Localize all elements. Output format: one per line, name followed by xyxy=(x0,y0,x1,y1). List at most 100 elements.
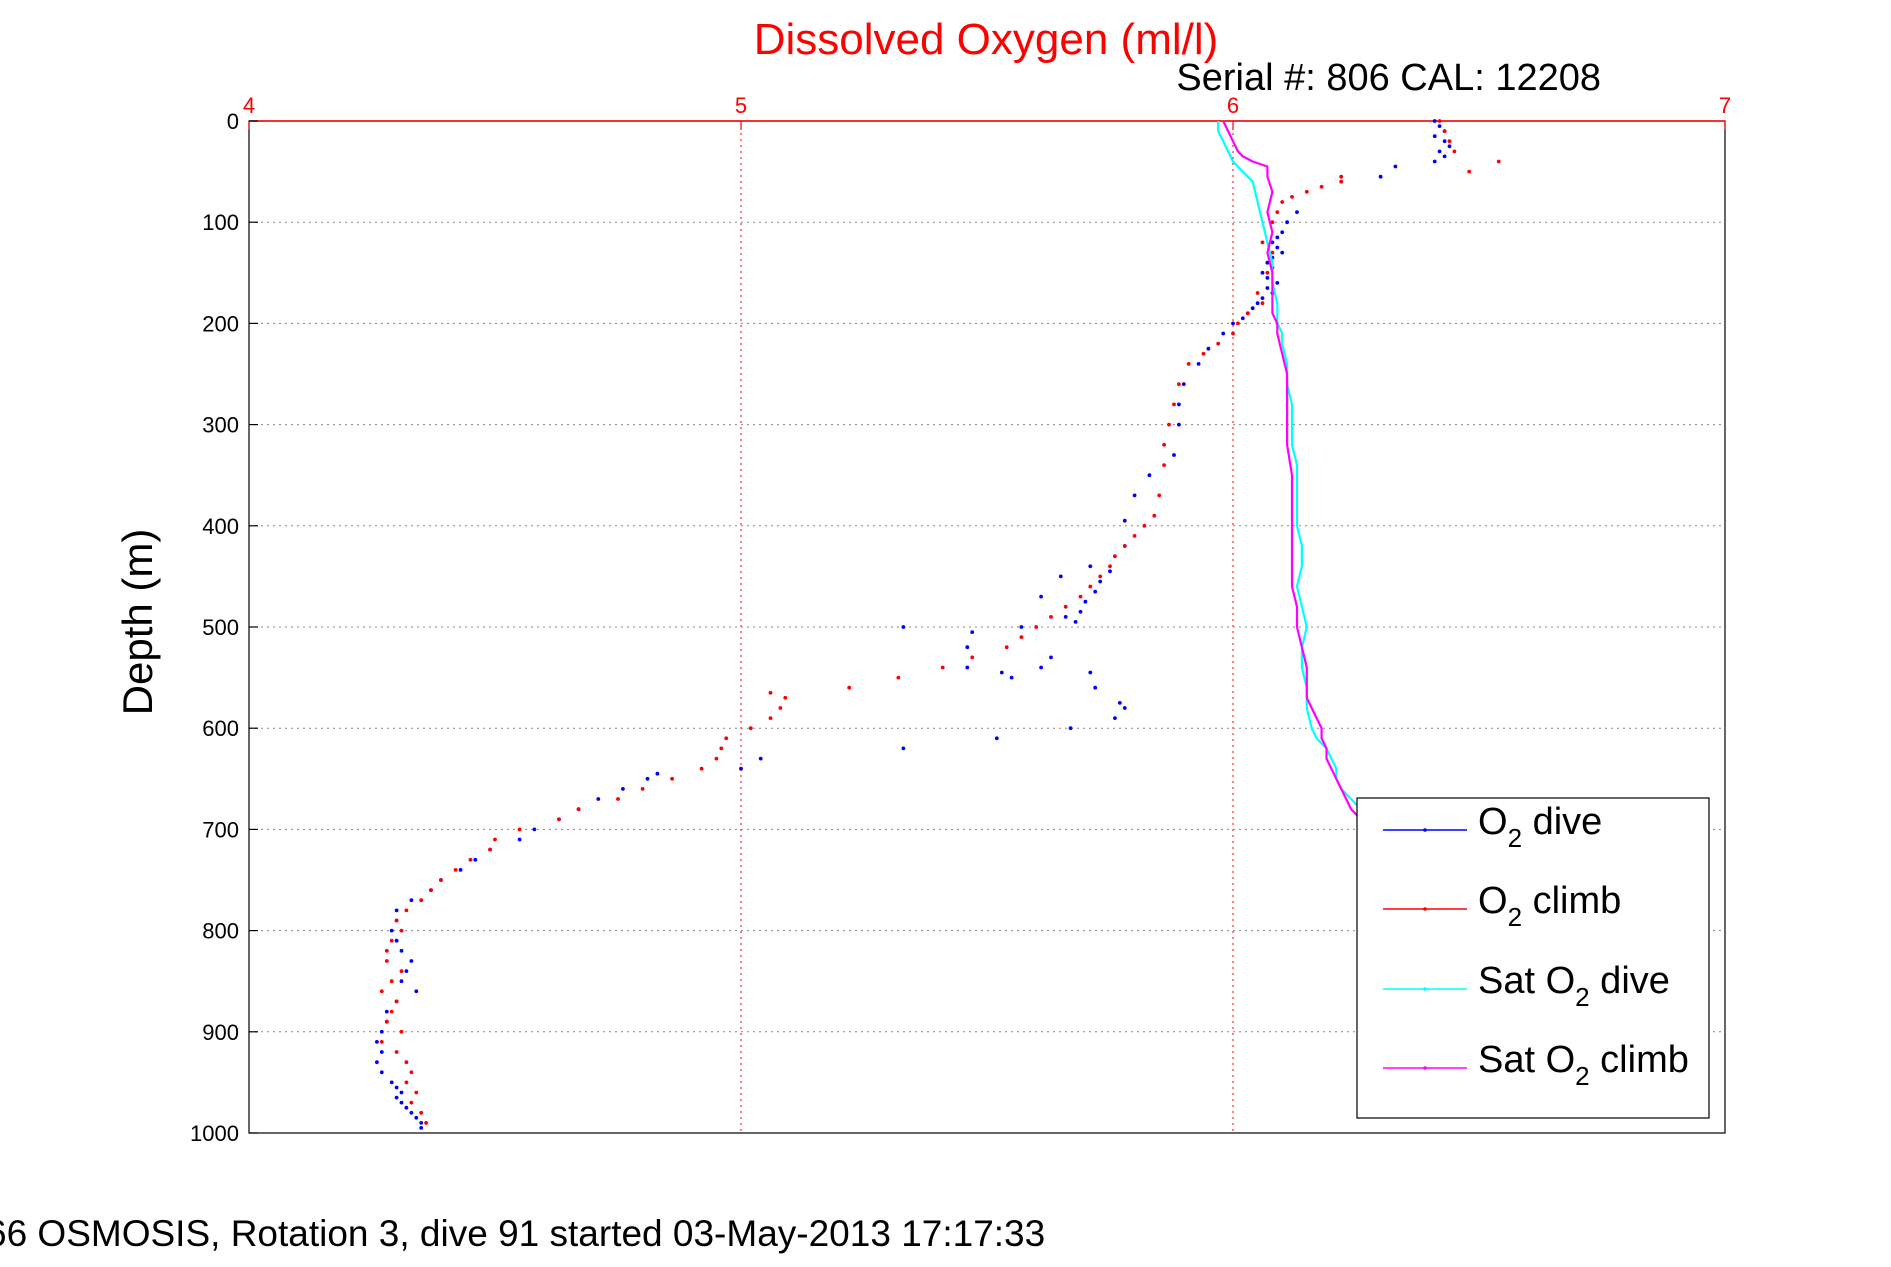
data-point xyxy=(389,938,394,943)
data-point xyxy=(409,898,414,903)
data-point xyxy=(419,1126,424,1130)
data-point xyxy=(1260,301,1265,306)
legend-label: O2 dive xyxy=(1478,801,1602,853)
data-point xyxy=(1236,321,1240,326)
data-point xyxy=(616,797,620,801)
data-point xyxy=(748,726,753,731)
data-point xyxy=(719,746,724,751)
data-point xyxy=(621,787,625,791)
data-point xyxy=(379,1040,384,1044)
legend-item: O2 climb xyxy=(1383,880,1621,932)
data-point xyxy=(1216,341,1221,346)
data-point xyxy=(399,1100,404,1105)
data-point xyxy=(1496,159,1501,164)
legend-marker xyxy=(1423,987,1427,991)
data-point xyxy=(1319,184,1324,189)
data-point xyxy=(399,969,404,973)
data-point xyxy=(414,1090,419,1095)
data-point xyxy=(670,776,674,781)
data-point xyxy=(409,1110,414,1115)
data-point xyxy=(1432,159,1437,164)
y-tick-label: 600 xyxy=(202,716,239,741)
data-point xyxy=(458,868,463,872)
data-point xyxy=(1167,422,1171,427)
data-point xyxy=(1113,554,1117,559)
y-tick-label: 1000 xyxy=(190,1121,239,1146)
data-point xyxy=(1019,635,1024,639)
data-point xyxy=(1177,382,1181,386)
data-point xyxy=(1162,463,1166,467)
data-point xyxy=(1270,250,1275,255)
data-point xyxy=(1083,599,1088,604)
data-point xyxy=(409,959,414,963)
data-point xyxy=(1437,124,1442,128)
y-tick-label: 300 xyxy=(202,413,239,438)
data-point xyxy=(532,827,537,832)
data-point xyxy=(375,1040,379,1044)
data-point xyxy=(1206,346,1211,351)
data-point xyxy=(379,989,384,994)
data-point xyxy=(429,888,433,892)
data-point xyxy=(1265,276,1270,280)
legend-label: Sat O2 dive xyxy=(1478,960,1670,1012)
data-point xyxy=(1442,129,1447,134)
data-point xyxy=(1240,316,1245,321)
data-point xyxy=(1147,473,1152,478)
data-point xyxy=(394,999,399,1004)
data-point xyxy=(1275,235,1280,240)
data-point xyxy=(994,736,999,741)
data-point xyxy=(699,766,704,771)
data-point xyxy=(468,857,473,862)
data-point xyxy=(1177,422,1181,427)
data-point xyxy=(1280,230,1285,235)
data-point xyxy=(1290,195,1294,199)
y-tick-label: 400 xyxy=(202,514,239,539)
data-point xyxy=(1295,210,1299,215)
data-point xyxy=(1393,164,1398,169)
data-point xyxy=(1260,296,1265,300)
data-point xyxy=(970,630,975,634)
series-0 xyxy=(375,119,1452,1130)
data-point xyxy=(1058,574,1063,579)
data-point xyxy=(399,928,404,933)
legend-marker xyxy=(1423,907,1427,911)
x-tick-label: 6 xyxy=(1227,93,1239,118)
data-point xyxy=(409,1070,414,1075)
data-point xyxy=(1275,210,1280,215)
data-point xyxy=(1181,382,1186,386)
data-point xyxy=(453,868,458,872)
data-point xyxy=(488,847,492,852)
data-point xyxy=(389,979,394,984)
series-1 xyxy=(379,119,1501,1125)
data-point xyxy=(901,625,906,629)
data-point xyxy=(1221,331,1226,336)
data-point xyxy=(596,797,601,801)
x-tick-label: 4 xyxy=(243,93,255,118)
data-point xyxy=(384,1009,389,1014)
data-point xyxy=(1009,675,1014,680)
data-point xyxy=(394,1095,399,1100)
data-point xyxy=(1142,523,1147,528)
data-point xyxy=(724,736,729,741)
data-point xyxy=(1339,179,1344,184)
data-point xyxy=(1442,154,1447,159)
data-point xyxy=(1255,291,1260,295)
data-point xyxy=(1437,119,1442,123)
data-point xyxy=(384,959,389,963)
data-point xyxy=(1152,513,1157,518)
y-tick-label: 700 xyxy=(202,817,239,842)
data-point xyxy=(645,776,650,781)
data-point xyxy=(783,695,788,700)
data-point xyxy=(404,1105,409,1110)
y-tick-label: 800 xyxy=(202,919,239,944)
data-point xyxy=(1039,665,1043,670)
x-tick-label: 5 xyxy=(735,93,747,118)
data-point xyxy=(1275,245,1280,250)
data-point xyxy=(404,969,409,973)
data-point xyxy=(1255,301,1260,306)
data-point xyxy=(394,1085,399,1090)
data-point xyxy=(1231,321,1235,326)
legend-marker xyxy=(1423,828,1427,832)
data-point xyxy=(1108,569,1112,574)
data-point xyxy=(1275,281,1280,285)
